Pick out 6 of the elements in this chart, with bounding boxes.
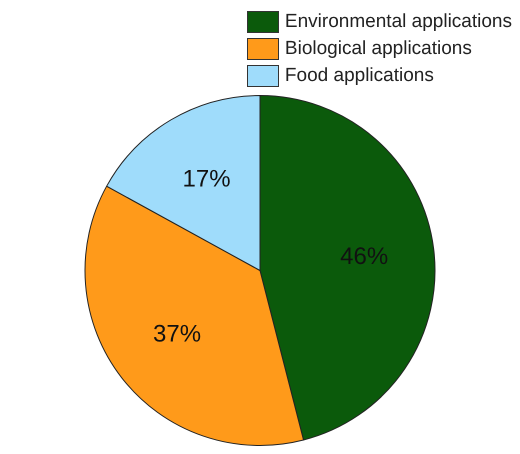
legend-label: Environmental applications: [284, 10, 512, 32]
data-label: 17%: [182, 166, 231, 193]
legend-label: Food applications: [284, 64, 434, 86]
data-label: 46%: [340, 242, 388, 270]
data-label: 37%: [153, 320, 202, 348]
legend-label: Biological applications: [284, 38, 472, 60]
